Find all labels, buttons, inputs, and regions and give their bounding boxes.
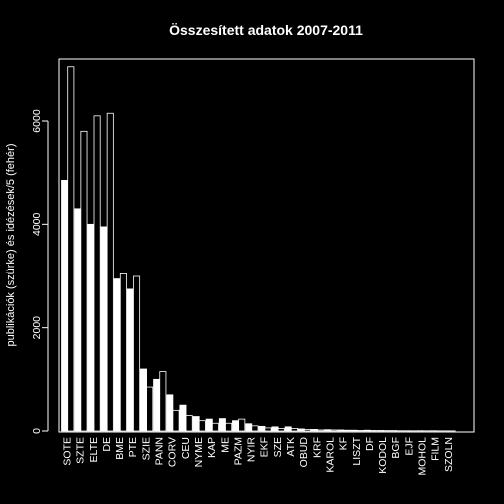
x-tick-label: BME bbox=[114, 437, 126, 460]
bar-series1-szie bbox=[139, 368, 147, 432]
bar-series1-sze bbox=[271, 426, 279, 432]
bar-series2-szte bbox=[80, 130, 88, 432]
bar-series1-kf bbox=[337, 429, 345, 432]
bar-series1-liszt bbox=[350, 429, 358, 432]
y-tick-label: 2000 bbox=[31, 316, 43, 340]
x-tick-label: SZIE bbox=[140, 437, 152, 460]
x-tick-label: BGF bbox=[390, 437, 402, 459]
bar-series1-pazm bbox=[232, 420, 240, 432]
x-tick-label: MOHOL bbox=[417, 437, 429, 476]
x-tick-label: KRF bbox=[311, 437, 323, 458]
bar-series2-corv bbox=[172, 409, 180, 432]
x-tick-label: CORV bbox=[167, 437, 179, 467]
bar-series1-obud bbox=[297, 428, 305, 432]
x-tick-label: NYME bbox=[193, 437, 205, 467]
x-tick-label: KAROL bbox=[324, 437, 336, 473]
bar-series1-pann bbox=[153, 378, 161, 432]
bar-series1-elte bbox=[87, 223, 95, 432]
bar-series1-kap bbox=[205, 418, 213, 432]
bar-series2-nyir bbox=[251, 425, 259, 432]
x-tick-label: PAZM bbox=[232, 437, 244, 465]
bar-series2-liszt bbox=[356, 430, 364, 432]
bar-series1-nyme bbox=[192, 416, 200, 432]
x-tick-label: EKF bbox=[259, 437, 271, 457]
x-tick-label: KAP bbox=[206, 437, 218, 458]
x-tick-label: LISZT bbox=[351, 436, 363, 465]
x-tick-label: DF bbox=[364, 437, 376, 451]
y-tick-label: 6000 bbox=[31, 109, 43, 133]
bar-series1-nyir bbox=[245, 423, 253, 432]
x-tick-label: FILM bbox=[430, 437, 442, 461]
y-axis-label: publikációk (szürke) és idézések/5 (fehé… bbox=[5, 144, 17, 347]
bar-series1-df bbox=[363, 429, 371, 432]
bar-series2-karol bbox=[330, 429, 338, 432]
chart-title: Összesített adatok 2007-2011 bbox=[169, 22, 363, 38]
bar-series2-pte bbox=[133, 275, 141, 432]
bar-series2-pazm bbox=[238, 418, 246, 432]
bar-series2-bme bbox=[119, 273, 127, 432]
bar-series1-sote bbox=[61, 180, 69, 432]
bar-series2-de bbox=[106, 112, 114, 432]
bar-series2-nyme bbox=[198, 420, 206, 432]
bar-series2-ekf bbox=[264, 427, 272, 432]
x-tick-label: PANN bbox=[154, 437, 166, 465]
x-tick-label: ATK bbox=[285, 437, 297, 457]
x-tick-label: ME bbox=[219, 437, 231, 453]
bar-series1-krf bbox=[310, 429, 318, 432]
bar-series2-pann bbox=[159, 371, 167, 432]
x-tick-label: SZE bbox=[272, 437, 284, 457]
bar-series1-ekf bbox=[258, 425, 266, 432]
x-tick-label: ELTE bbox=[88, 437, 100, 462]
bar-series1-pte bbox=[126, 288, 134, 432]
x-tick-label: PTE bbox=[127, 437, 139, 457]
bar-series2-ceu bbox=[185, 415, 193, 432]
bar-series1-atk bbox=[284, 426, 292, 432]
bar-series2-sze bbox=[277, 428, 285, 432]
bar-series2-obud bbox=[303, 429, 311, 432]
bar-series2-krf bbox=[317, 429, 325, 432]
x-tick-label: KODOL bbox=[377, 437, 389, 474]
bar-series1-bme bbox=[113, 278, 121, 432]
bar-series2-kap bbox=[211, 422, 219, 432]
bar-series2-atk bbox=[290, 428, 298, 432]
bar-series2-elte bbox=[93, 115, 101, 432]
plot-frame bbox=[58, 58, 475, 433]
bar-series2-me bbox=[225, 422, 233, 432]
bar-series1-me bbox=[218, 418, 226, 432]
x-axis-labels: SOTE SZTE ELTE DE BME PTE SZIE PANN CORV CEU NYME K… bbox=[61, 436, 454, 475]
bar-series1-karol bbox=[324, 429, 332, 432]
bar-series2-df bbox=[369, 430, 377, 432]
x-tick-label: NYIR bbox=[246, 437, 258, 463]
x-tick-label: EJF bbox=[403, 437, 415, 456]
bars bbox=[61, 66, 456, 432]
y-tick-label: 4000 bbox=[31, 212, 43, 236]
x-tick-label: SZOLN bbox=[443, 437, 455, 472]
x-tick-label: SOTE bbox=[61, 437, 73, 466]
x-tick-label: SZTE bbox=[75, 437, 87, 464]
bar-series1-corv bbox=[166, 394, 174, 432]
x-tick-label: CEU bbox=[180, 437, 192, 459]
bar-series1-kodol bbox=[376, 430, 384, 432]
bar-series2-kf bbox=[343, 429, 351, 432]
bar-series1-ceu bbox=[179, 404, 187, 432]
bar-series1-de bbox=[100, 226, 108, 432]
y-axis: 0 2000 4000 6000 bbox=[31, 109, 49, 434]
bar-series1-szte bbox=[74, 208, 82, 432]
x-tick-label: OBUD bbox=[298, 437, 310, 468]
x-tick-label: KF bbox=[338, 437, 350, 450]
x-tick-label: DE bbox=[101, 437, 113, 452]
bar-series2-szie bbox=[146, 386, 154, 432]
bar-series2-sote bbox=[67, 66, 75, 432]
y-tick-label: 0 bbox=[31, 428, 43, 434]
